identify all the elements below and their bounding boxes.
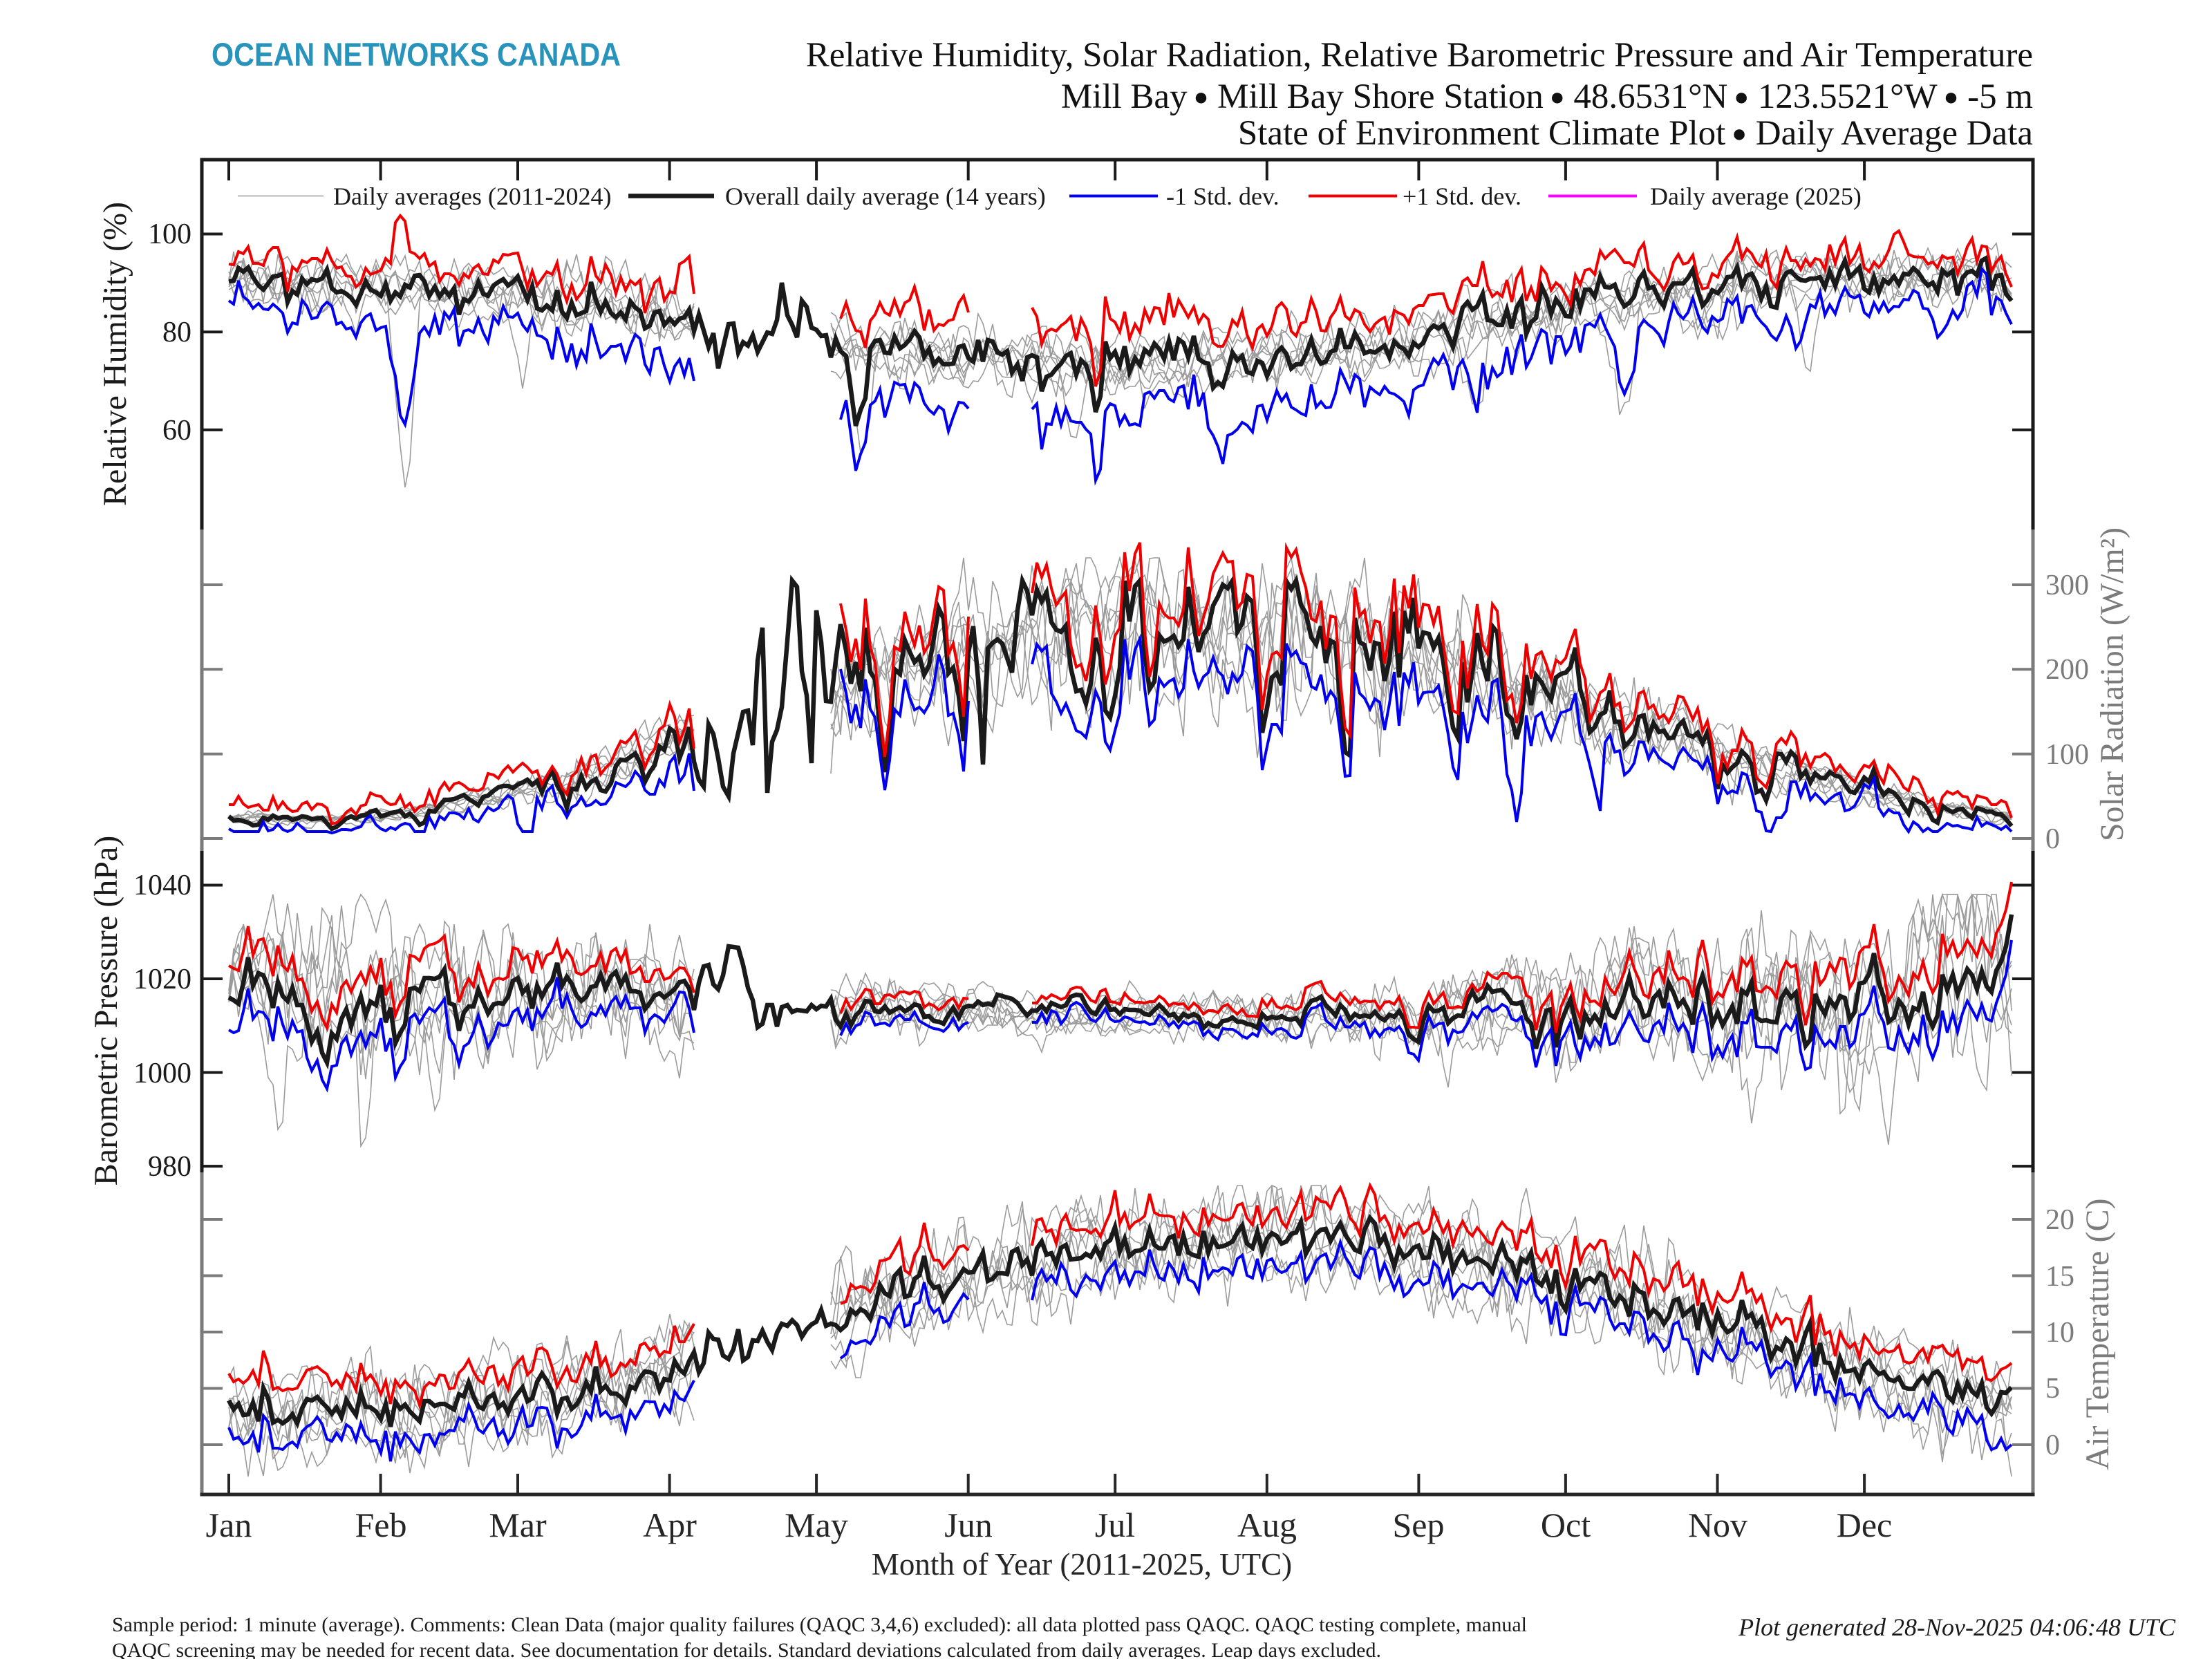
svg-text:Mar: Mar bbox=[489, 1506, 547, 1544]
svg-text:State of Environment Climate P: State of Environment Climate Plot ● Dail… bbox=[1238, 114, 2033, 153]
svg-text:Jul: Jul bbox=[1095, 1506, 1135, 1544]
svg-text:+1 Std. dev.: +1 Std. dev. bbox=[1403, 182, 1521, 210]
svg-text:Solar Radiation (W/m²): Solar Radiation (W/m²) bbox=[2094, 527, 2130, 841]
svg-text:100: 100 bbox=[148, 218, 191, 250]
svg-text:300: 300 bbox=[2045, 570, 2089, 601]
svg-text:-1 Std. dev.: -1 Std. dev. bbox=[1166, 182, 1280, 210]
svg-text:Oct: Oct bbox=[1541, 1506, 1591, 1544]
svg-text:Sample period: 1 minute (avera: Sample period: 1 minute (average). Comme… bbox=[112, 1613, 1527, 1636]
svg-text:1000: 1000 bbox=[133, 1058, 191, 1089]
svg-text:Air Temperature (C): Air Temperature (C) bbox=[2079, 1199, 2116, 1470]
svg-text:Overall daily average (14 year: Overall daily average (14 years) bbox=[725, 182, 1046, 210]
svg-text:Barometric Pressure (hPa): Barometric Pressure (hPa) bbox=[88, 836, 124, 1186]
svg-text:5: 5 bbox=[2045, 1373, 2060, 1405]
svg-text:Relative Humidity, Solar Radia: Relative Humidity, Solar Radiation, Rela… bbox=[806, 36, 2033, 75]
svg-text:Daily averages (2011-2024): Daily averages (2011-2024) bbox=[333, 182, 612, 210]
svg-text:200: 200 bbox=[2045, 654, 2089, 686]
svg-text:QAQC screening may be needed f: QAQC screening may be needed for recent … bbox=[112, 1639, 1381, 1659]
svg-text:20: 20 bbox=[2045, 1204, 2074, 1236]
svg-text:Feb: Feb bbox=[355, 1506, 407, 1544]
svg-text:80: 80 bbox=[162, 317, 191, 348]
svg-text:Jan: Jan bbox=[206, 1506, 252, 1544]
svg-text:Dec: Dec bbox=[1837, 1506, 1893, 1544]
svg-text:Month of Year (2011-2025, UTC): Month of Year (2011-2025, UTC) bbox=[872, 1547, 1292, 1582]
svg-text:Plot generated 28-Nov-2025 04:: Plot generated 28-Nov-2025 04:06:48 UTC bbox=[1738, 1613, 2176, 1641]
svg-text:1040: 1040 bbox=[133, 870, 191, 901]
svg-text:100: 100 bbox=[2045, 739, 2089, 771]
svg-text:980: 980 bbox=[148, 1151, 191, 1183]
svg-text:15: 15 bbox=[2045, 1261, 2074, 1293]
svg-text:May: May bbox=[785, 1506, 848, 1544]
svg-text:10: 10 bbox=[2045, 1317, 2074, 1349]
svg-text:Jun: Jun bbox=[944, 1506, 992, 1544]
svg-text:Mill Bay ● Mill Bay Shore Stat: Mill Bay ● Mill Bay Shore Station ● 48.6… bbox=[1061, 77, 2033, 116]
svg-text:OCEAN NETWORKS CANADA: OCEAN NETWORKS CANADA bbox=[212, 36, 621, 73]
svg-text:Daily average (2025): Daily average (2025) bbox=[1650, 182, 1862, 210]
svg-text:60: 60 bbox=[162, 415, 191, 447]
svg-text:0: 0 bbox=[2045, 823, 2060, 855]
svg-text:1020: 1020 bbox=[133, 964, 191, 995]
svg-text:Aug: Aug bbox=[1237, 1506, 1297, 1544]
svg-text:Nov: Nov bbox=[1688, 1506, 1747, 1544]
svg-text:0: 0 bbox=[2045, 1430, 2060, 1461]
svg-text:Sep: Sep bbox=[1393, 1506, 1445, 1544]
svg-text:Relative Humidity (%): Relative Humidity (%) bbox=[97, 202, 133, 506]
svg-text:Apr: Apr bbox=[643, 1506, 697, 1544]
